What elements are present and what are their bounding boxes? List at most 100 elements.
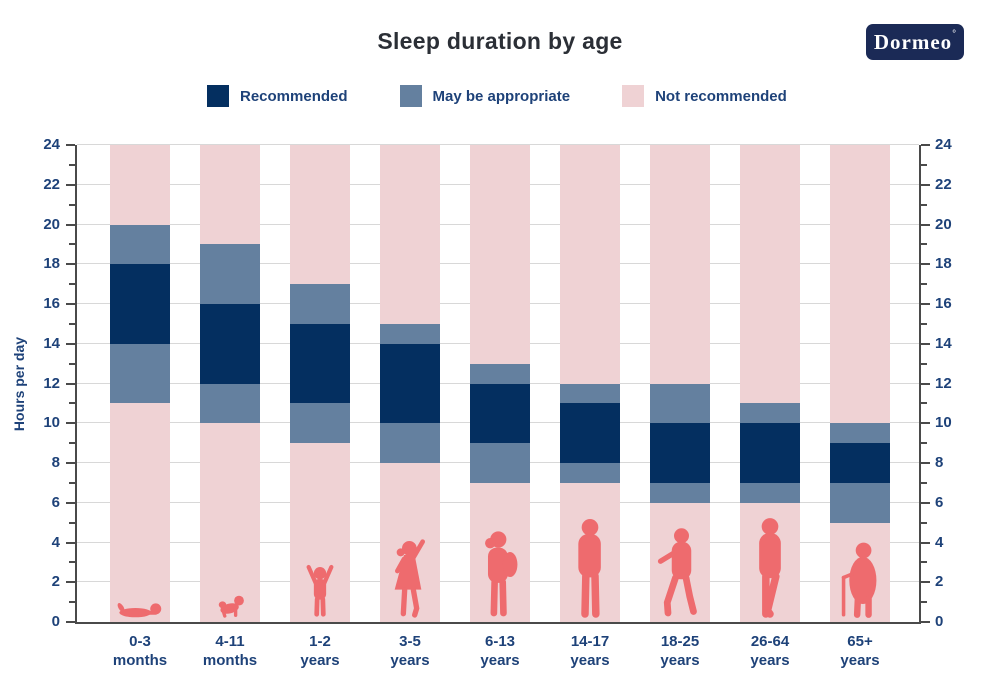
- y-tick-left: [69, 442, 75, 445]
- y-tick-label-left: 8: [51, 454, 60, 471]
- y-tick-label-right: 14: [935, 334, 952, 352]
- y-tick-right: [921, 442, 927, 445]
- y-tick-right: [921, 322, 927, 325]
- y-tick-label-left: 24: [43, 136, 60, 153]
- y-tick-right: [921, 283, 927, 286]
- segment-may_be_appropriate: [830, 423, 890, 444]
- y-tick-left: [69, 521, 75, 524]
- y-tick-right: [921, 422, 930, 425]
- y-tick-left: [66, 382, 75, 385]
- segment-not_recommended: [470, 482, 530, 622]
- segment-recommended: [830, 443, 890, 483]
- y-tick-right: [921, 521, 927, 524]
- y-tick-right: [921, 621, 930, 623]
- y-tick-label-right: 0: [935, 613, 944, 630]
- segment-recommended: [740, 423, 800, 483]
- x-category-label: 3-5 years: [390, 633, 430, 669]
- y-tick-right: [921, 501, 930, 504]
- legend-swatch-recommended: [207, 85, 229, 107]
- y-tick-right: [921, 402, 927, 405]
- x-category-label: 1-2 years: [300, 633, 340, 669]
- segment-recommended: [110, 264, 170, 344]
- legend-label: Recommended: [240, 87, 348, 105]
- legend-item-may_be_appropriate: May be appropriate: [399, 85, 570, 107]
- segment-not_recommended: [380, 145, 440, 324]
- x-category-label: 18-25 years: [660, 633, 700, 669]
- segment-not_recommended: [110, 403, 170, 622]
- segment-not_recommended: [290, 443, 350, 622]
- dormeo-logo: Dormeo °: [866, 24, 964, 60]
- y-tick-left: [69, 481, 75, 484]
- segment-may_be_appropriate: [200, 244, 260, 304]
- gridline-24: [77, 144, 919, 145]
- y-tick-label-left: 18: [43, 255, 60, 273]
- y-tick-left: [66, 462, 75, 464]
- y-tick-right: [921, 601, 927, 604]
- y-tick-right: [921, 561, 927, 564]
- y-tick-left: [66, 303, 75, 305]
- segment-may_be_appropriate: [560, 463, 620, 483]
- y-tick-left: [66, 621, 75, 623]
- segment-not_recommended: [200, 423, 260, 622]
- y-tick-right: [921, 243, 927, 246]
- y-tick-right: [921, 183, 930, 186]
- segment-not_recommended: [560, 145, 620, 384]
- y-tick-label-right: 4: [935, 533, 944, 551]
- bar-0-3-months: [110, 145, 170, 622]
- bar-4-11-months: [200, 145, 260, 622]
- bar-3-5-years: [380, 145, 440, 622]
- y-tick-label-right: 8: [935, 454, 944, 471]
- y-tick-left: [66, 223, 75, 226]
- segment-not_recommended: [650, 145, 710, 384]
- segment-not_recommended: [560, 482, 620, 622]
- x-category-label: 6-13 years: [480, 633, 520, 669]
- segment-may_be_appropriate: [650, 482, 710, 503]
- x-category-label: 4-11 months: [202, 633, 258, 669]
- y-tick-label-right: 12: [935, 374, 952, 392]
- x-category-label: 26-64 years: [750, 633, 790, 669]
- segment-may_be_appropriate: [650, 383, 710, 424]
- y-tick-label-right: 2: [935, 573, 944, 591]
- segment-not_recommended: [470, 145, 530, 364]
- y-tick-label-left: 22: [43, 175, 60, 193]
- segment-may_be_appropriate: [110, 224, 170, 265]
- y-tick-left: [69, 561, 75, 564]
- y-tick-label-right: 16: [935, 295, 952, 312]
- legend-swatch-not_recommended: [622, 85, 645, 107]
- segment-not_recommended: [740, 502, 800, 622]
- y-tick-right: [921, 342, 930, 345]
- segment-recommended: [650, 423, 710, 483]
- bar-6-13-years: [470, 145, 530, 622]
- segment-recommended: [560, 403, 620, 463]
- y-tick-left: [66, 422, 75, 425]
- y-tick-left: [69, 402, 75, 405]
- y-tick-left: [69, 322, 75, 325]
- y-tick-left: [66, 263, 75, 266]
- y-tick-left: [66, 581, 75, 584]
- x-category-label: 14-17 years: [570, 633, 610, 669]
- bar-18-25-years: [650, 145, 710, 622]
- segment-may_be_appropriate: [560, 383, 620, 404]
- y-tick-right: [921, 203, 927, 206]
- segment-recommended: [200, 304, 260, 384]
- y-tick-label-left: 2: [51, 573, 60, 591]
- y-tick-left: [69, 243, 75, 246]
- y-tick-right: [921, 462, 930, 464]
- segment-not_recommended: [650, 502, 710, 622]
- segment-may_be_appropriate: [740, 482, 800, 503]
- y-tick-left: [69, 362, 75, 365]
- y-tick-left: [66, 342, 75, 345]
- segment-not_recommended: [200, 145, 260, 245]
- y-tick-right: [921, 163, 927, 166]
- y-tick-right: [921, 382, 930, 385]
- y-tick-left: [69, 203, 75, 206]
- y-tick-left: [69, 601, 75, 604]
- y-tick-label-left: 6: [51, 493, 60, 511]
- plot-area: 0 0 2 2 4 4 6 6 8 8 10 10 12 12 14 14 16 16 18 18 20 20 22 22 24…: [43, 136, 951, 669]
- y-tick-left: [69, 163, 75, 166]
- y-tick-right: [921, 481, 927, 484]
- bar-1-2-years: [290, 145, 350, 622]
- segment-may_be_appropriate: [470, 443, 530, 483]
- dormeo-logo-text: Dormeo: [873, 29, 953, 54]
- y-tick-left: [66, 183, 75, 186]
